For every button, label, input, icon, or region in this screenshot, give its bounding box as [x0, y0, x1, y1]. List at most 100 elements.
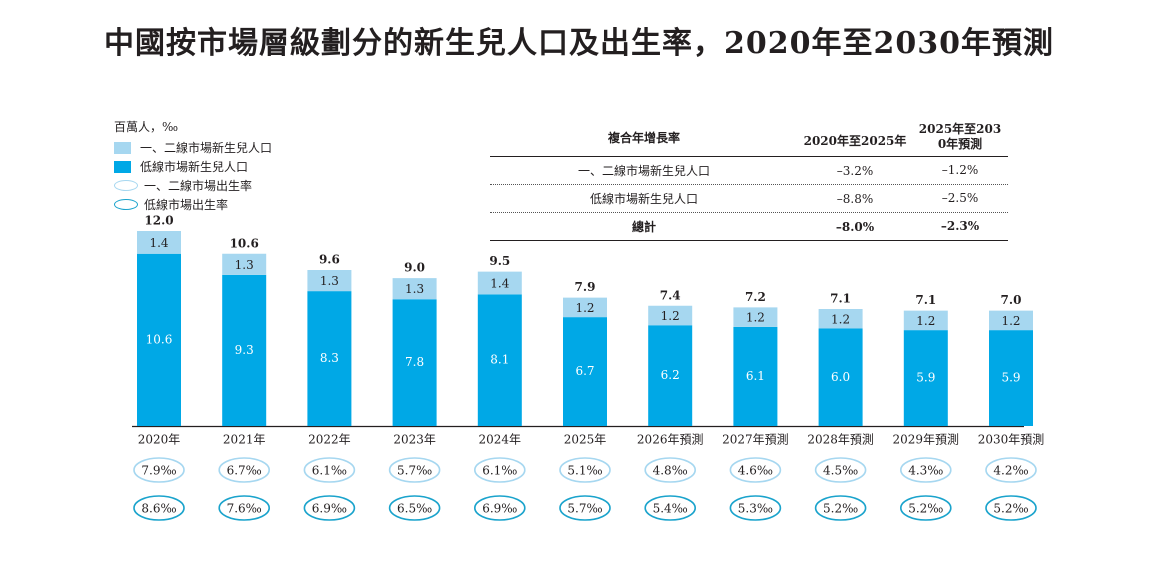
bar-value-tier12: 1.2	[661, 309, 680, 323]
bar-value-lower-tier: 5.9	[1001, 371, 1020, 385]
chart-title: 中國按市場層級劃分的新生兒人口及出生率，2020年至2030年預測	[104, 26, 1054, 61]
birth-rate-ellipse-tier12	[473, 457, 526, 483]
birth-rate-lower-tier: 6.9‰	[482, 502, 517, 516]
birth-rate-ellipse-tier12	[388, 457, 441, 483]
bar-total-label: 10.6	[230, 236, 259, 250]
table-row: 一、二線市場新生兒人口 –3.2% –1.2%	[490, 157, 1008, 185]
bar-value-lower-tier: 6.1	[746, 369, 765, 383]
birth-rate-ellipse-lower-tier	[303, 495, 356, 521]
bar-tier12	[563, 297, 607, 318]
x-tick-label: 2025年	[564, 433, 607, 447]
birth-rate-ellipse-tier12	[559, 457, 611, 483]
legend-item-lower-tier-population: 低線市場新生兒人口	[114, 157, 272, 176]
birth-rate-lower-tier: 5.2‰	[823, 502, 858, 516]
legend-swatch-light-blue	[114, 141, 131, 154]
birth-rate-ellipse-lower-tier	[644, 495, 697, 521]
bar-value-tier12: 1.3	[405, 282, 424, 296]
birth-rate-ellipse-tier12	[218, 457, 270, 483]
bar-total-label: 7.1	[915, 293, 936, 307]
cagr-header-label: 複合年增長率	[607, 130, 680, 145]
birth-rate-ellipse-lower-tier	[814, 495, 867, 521]
birth-rate-ellipse-tier12	[303, 457, 356, 483]
bar-tier12	[903, 310, 948, 331]
bar-total-label: 7.2	[745, 290, 766, 304]
birth-rate-tier12: 4.8‰	[653, 464, 688, 478]
cagr-row-label: 低線市場新生兒人口	[589, 192, 698, 206]
cagr-total-value: –8.0%	[835, 219, 875, 234]
cagr-total-value: –2.3%	[940, 219, 980, 233]
bar-tier12	[818, 309, 863, 329]
birth-rate-lower-tier: 5.3‰	[738, 502, 773, 516]
bar-value-tier12: 1.2	[746, 311, 765, 325]
x-tick-label: 2026年預測	[637, 433, 704, 447]
legend-label: 一、二線市場新生兒人口	[140, 141, 273, 155]
birth-rate-ellipse-tier12	[899, 457, 952, 483]
bar-value-tier12: 1.2	[575, 301, 594, 315]
cagr-header-period-2-text: 2025年至2030年預測	[918, 122, 1002, 151]
table-row: 低線市場新生兒人口 –8.8% –2.5%	[490, 185, 1008, 213]
birth-rate-tier12: 6.1‰	[482, 464, 517, 478]
birth-rate-ellipse-tier12	[729, 457, 782, 483]
bar-value-lower-tier: 8.1	[490, 353, 509, 367]
bar-tier12	[137, 231, 181, 254]
bar-total-label: 7.9	[575, 280, 596, 294]
bar-value-tier12: 1.4	[149, 236, 168, 250]
birth-rate-ellipse-tier12	[644, 457, 697, 483]
bar-value-lower-tier: 5.9	[916, 371, 935, 385]
x-tick-label: 2027年預測	[722, 433, 789, 447]
birth-rate-tier12: 4.6‰	[738, 464, 773, 478]
unit-label: 百萬人，‰	[114, 120, 179, 134]
legend-item-lower-tier-birth-rate: 低線市場出生率	[114, 195, 272, 214]
birth-rate-tier12: 4.2‰	[993, 464, 1028, 478]
bar-value-lower-tier: 9.3	[235, 343, 254, 357]
legend-ellipse-blue-icon	[114, 199, 138, 210]
legend-label: 低線市場出生率	[144, 198, 229, 212]
birth-rate-tier12: 5.1‰	[567, 464, 602, 478]
birth-rate-ellipse-tier12	[814, 457, 867, 483]
birth-rate-lower-tier: 5.2‰	[993, 502, 1028, 516]
cagr-header-period-2: 2025年至2030年預測	[912, 122, 1008, 152]
birth-rate-ellipse-tier12	[133, 457, 185, 483]
bar-tier12	[477, 271, 522, 295]
x-tick-label: 2023年	[393, 433, 436, 447]
birth-rate-lower-tier: 7.6‰	[227, 502, 262, 516]
bar-value-lower-tier: 6.7	[575, 364, 594, 378]
legend-label: 低線市場新生兒人口	[140, 160, 249, 174]
bar-lower-tier	[477, 294, 522, 426]
bar-lower-tier	[733, 326, 778, 426]
birth-rate-ellipse-lower-tier	[473, 495, 526, 521]
bar-lower-tier	[648, 325, 693, 426]
bar-total-label: 12.0	[144, 214, 173, 228]
birth-rate-tier12: 5.7‰	[397, 464, 432, 478]
birth-rate-lower-tier: 5.7‰	[567, 502, 602, 516]
birth-rate-ellipse-lower-tier	[985, 495, 1037, 521]
bar-lower-tier	[903, 330, 948, 426]
bar-value-lower-tier: 6.2	[661, 368, 680, 382]
bar-value-tier12: 1.3	[320, 274, 339, 288]
birth-rate-ellipse-lower-tier	[559, 495, 611, 521]
birth-rate-lower-tier: 6.9‰	[312, 502, 347, 516]
legend: 一、二線市場新生兒人口 低線市場新生兒人口 一、二線市場出生率 低線市場出生率	[114, 138, 272, 214]
legend-ellipse-light-blue-icon	[114, 180, 138, 191]
birth-rate-tier12: 4.3‰	[908, 464, 943, 478]
birth-rate-tier12: 4.5‰	[823, 464, 858, 478]
x-tick-label: 2030年預測	[978, 433, 1045, 447]
bar-lower-tier	[818, 328, 863, 426]
bar-lower-tier	[392, 299, 437, 426]
cagr-table: 複合年增長率 2020年至2025年 2025年至2030年預測 一、二線市場新…	[490, 118, 1008, 241]
bar-total-label: 9.5	[489, 254, 510, 268]
legend-item-tier12-population: 一、二線市場新生兒人口	[114, 138, 272, 157]
cagr-row-value: –8.8%	[836, 191, 874, 206]
cagr-row-value: –3.2%	[836, 163, 874, 178]
birth-rate-ellipse-lower-tier	[729, 495, 782, 521]
bar-total-label: 7.4	[660, 288, 681, 302]
birth-rate-ellipse-lower-tier	[388, 495, 441, 521]
birth-rate-ellipse-tier12	[985, 457, 1037, 483]
birth-rate-ellipse-lower-tier	[218, 495, 270, 521]
cagr-row-value: –2.5%	[941, 191, 979, 205]
bar-total-label: 9.6	[319, 253, 340, 267]
birth-rate-ellipse-lower-tier	[133, 495, 185, 521]
bar-tier12	[648, 305, 693, 326]
x-tick-label: 2028年預測	[807, 433, 874, 447]
bar-value-lower-tier: 8.3	[320, 351, 339, 365]
